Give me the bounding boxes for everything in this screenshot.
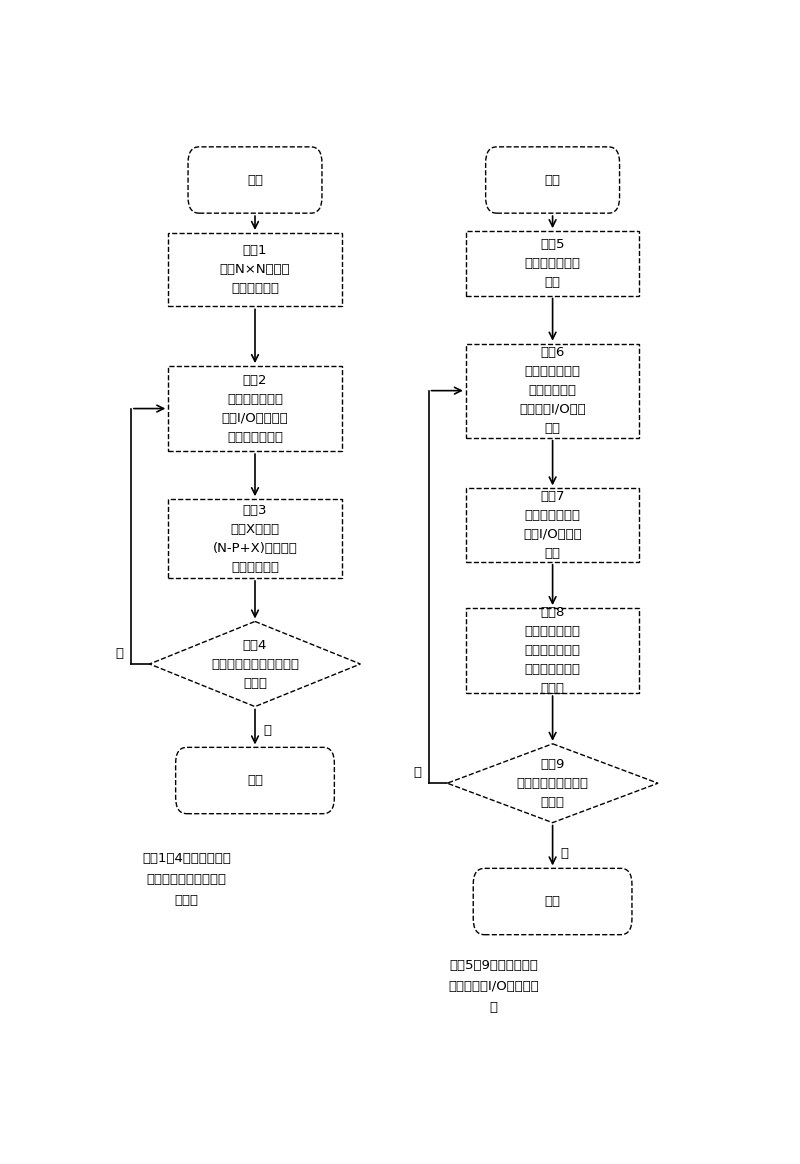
Bar <box>168 233 342 306</box>
FancyBboxPatch shape <box>486 147 619 213</box>
Text: 步骤2
选择功能相同的
一组I/O端口，连
接到矩阵的行上: 步骤2 选择功能相同的 一组I/O端口，连 接到矩阵的行上 <box>222 374 288 443</box>
FancyBboxPatch shape <box>176 747 334 814</box>
Text: 步骤8
计算机找到一个
合适的行，将该
行、列处的继电
器闭合: 步骤8 计算机找到一个 合适的行，将该 行、列处的继电 器闭合 <box>525 606 581 695</box>
Text: 步骤1
构造N×N矩阵，
行列互不相交: 步骤1 构造N×N矩阵， 行列互不相交 <box>220 244 290 296</box>
Text: 步骤6
用户将测试点连
接到矩阵的列
上，输入I/O端口
类型: 步骤6 用户将测试点连 接到矩阵的列 上，输入I/O端口 类型 <box>519 346 586 435</box>
Polygon shape <box>447 744 658 823</box>
Polygon shape <box>150 622 361 707</box>
Bar <box>168 365 342 452</box>
FancyBboxPatch shape <box>474 868 632 935</box>
Text: 步骤9
用户是否还需要添加
测试点: 步骤9 用户是否还需要添加 测试点 <box>517 758 589 809</box>
Text: 结束: 结束 <box>545 895 561 908</box>
Text: 否: 否 <box>561 847 569 860</box>
Text: 开始: 开始 <box>545 173 561 186</box>
Bar <box>466 489 639 562</box>
Text: 是: 是 <box>414 766 422 779</box>
Text: 步骤5
将所有的继电器
断开: 步骤5 将所有的继电器 断开 <box>525 237 581 289</box>
Text: 步骤3
在第X行与第
(N-P+X)列的交义
点设置继电器: 步骤3 在第X行与第 (N-P+X)列的交义 点设置继电器 <box>213 504 298 574</box>
FancyBboxPatch shape <box>188 147 322 213</box>
Bar <box>466 343 639 438</box>
Text: 步骤5到9是为一个受控
机建立一个I/O映射的流
程: 步骤5到9是为一个受控 机建立一个I/O映射的流 程 <box>448 959 539 1014</box>
Text: 结束: 结束 <box>247 774 263 787</box>
Text: 步骤1到4是为一个计算
机建立一个简化的矩阵
的流程: 步骤1到4是为一个计算 机建立一个简化的矩阵 的流程 <box>142 852 231 907</box>
Text: 步骤7
计算机列出所有
符合I/O类型的
行。: 步骤7 计算机列出所有 符合I/O类型的 行。 <box>523 490 582 560</box>
Bar <box>466 608 639 693</box>
Text: 开始: 开始 <box>247 173 263 186</box>
Bar <box>466 232 639 296</box>
Bar <box>168 499 342 579</box>
Text: 步骤4
检查是否所有的功能都配
置完毕: 步骤4 检查是否所有的功能都配 置完毕 <box>211 639 299 689</box>
Text: 是: 是 <box>263 724 271 737</box>
Text: 否: 否 <box>116 646 124 660</box>
